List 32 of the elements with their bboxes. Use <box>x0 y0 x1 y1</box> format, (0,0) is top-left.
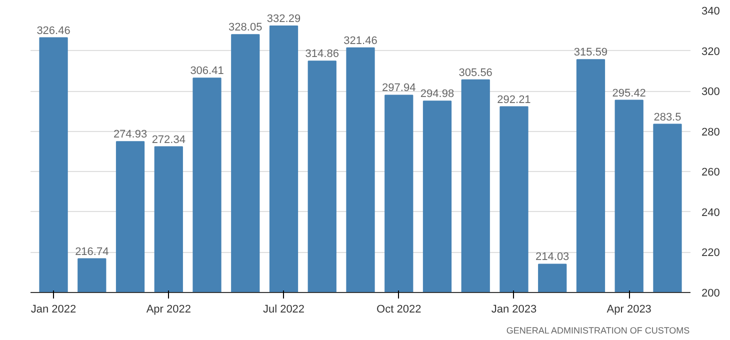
text: GENERAL ADMINISTRATION OF CUSTOMS <box>506 326 690 336</box>
data-label: 272.34 <box>152 134 186 146</box>
x-tick-label: Apr 2023 <box>606 304 652 316</box>
data-label: 305.56 <box>458 66 492 79</box>
x-tick-label: Apr 2022 <box>146 304 191 316</box>
data-label: 274.93 <box>113 128 148 141</box>
y-tick-label: 300 <box>702 86 720 98</box>
y-tick-label: 280 <box>702 126 720 138</box>
y-tick-label: 220 <box>702 247 720 260</box>
data-label: 216.74 <box>75 246 109 258</box>
data-label: 214.03 <box>536 251 570 264</box>
y-tick-label: 320 <box>702 46 720 58</box>
data-label: 297.94 <box>382 82 416 94</box>
data-label: 295.42 <box>612 87 646 100</box>
y-tick-label: 340 <box>702 6 720 18</box>
x-tick-label: Jan 2023 <box>491 304 537 316</box>
y-tick-label: 260 <box>702 166 720 179</box>
data-label: 326.46 <box>36 24 70 37</box>
x-tick-label: Oct 2022 <box>376 304 422 316</box>
data-label: 328.05 <box>228 22 262 34</box>
y-tick-label: 200 <box>702 288 720 300</box>
data-label: 283.5 <box>654 111 682 124</box>
x-tick-label: Jul 2022 <box>262 304 305 316</box>
data-label: 294.98 <box>420 88 454 100</box>
data-label: 321.46 <box>344 34 378 47</box>
data-label: 332.29 <box>266 13 301 26</box>
data-label: 315.59 <box>574 46 608 59</box>
x-tick-label: Jan 2022 <box>30 304 76 316</box>
data-label: 292.21 <box>497 94 531 106</box>
data-label: 306.41 <box>190 65 224 78</box>
data-label: 314.86 <box>305 48 339 60</box>
y-tick-label: 240 <box>702 206 720 219</box>
